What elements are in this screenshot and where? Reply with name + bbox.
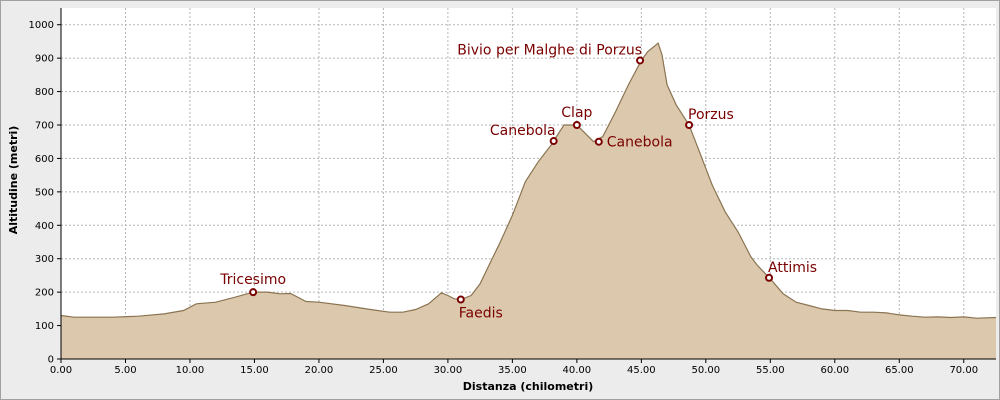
waypoint-marker bbox=[249, 288, 258, 297]
waypoint-label: Canebola bbox=[607, 135, 673, 151]
x-tick-label: 5.00 bbox=[114, 365, 136, 376]
waypoint-marker bbox=[685, 121, 694, 129]
waypoint-marker bbox=[765, 273, 774, 282]
waypoint-marker bbox=[549, 137, 558, 146]
x-tick-label: 30.00 bbox=[434, 365, 463, 376]
elevation-area bbox=[61, 43, 996, 359]
y-tick-label: 500 bbox=[35, 187, 54, 198]
waypoint-label: Canebola bbox=[490, 123, 556, 139]
x-tick-label: 60.00 bbox=[820, 365, 849, 376]
y-tick-label: 300 bbox=[35, 254, 54, 265]
y-tick-label: 100 bbox=[35, 321, 54, 332]
x-tick-label: 20.00 bbox=[305, 365, 334, 376]
y-tick-label: 900 bbox=[35, 54, 54, 65]
x-tick-label: 15.00 bbox=[240, 365, 269, 376]
y-tick-label: 200 bbox=[35, 288, 54, 299]
x-tick-label: 35.00 bbox=[498, 365, 527, 376]
waypoint-markers: Tricesimo Faedis Canebola Clap Canebola Bivio… bbox=[219, 42, 817, 321]
waypoint-marker bbox=[594, 137, 603, 146]
x-tick-label: 50.00 bbox=[692, 365, 721, 376]
x-tick-label: 10.00 bbox=[176, 365, 205, 376]
y-axis-title: Altitudine (metri) bbox=[7, 126, 20, 235]
y-tick-label: 0 bbox=[48, 355, 54, 366]
y-tick-label: 800 bbox=[35, 87, 54, 98]
y-tick-label: 600 bbox=[35, 154, 54, 165]
y-tick-label: 700 bbox=[35, 121, 54, 132]
x-tick-label: 40.00 bbox=[563, 365, 592, 376]
waypoint-label: Clap bbox=[561, 105, 592, 121]
waypoint-label: Porzus bbox=[688, 107, 734, 123]
x-tick-label: 70.00 bbox=[949, 365, 978, 376]
y-tick-label: 400 bbox=[35, 221, 54, 232]
waypoint-marker bbox=[636, 56, 645, 65]
x-tick-label: 45.00 bbox=[627, 365, 656, 376]
y-axis-ticks: 0 100 200 300 400 500 600 700 800 900 1000 bbox=[29, 20, 61, 366]
waypoint-label: Tricesimo bbox=[219, 272, 286, 288]
x-tick-label: 25.00 bbox=[369, 365, 398, 376]
y-tick-label: 1000 bbox=[29, 20, 54, 31]
x-tick-label: 0.00 bbox=[50, 365, 72, 376]
x-tick-label: 65.00 bbox=[885, 365, 914, 376]
waypoint-label: Attimis bbox=[768, 260, 817, 276]
waypoint-label: Faedis bbox=[459, 305, 503, 321]
axes bbox=[60, 8, 996, 360]
x-axis-ticks: 0.00 5.00 10.00 15.00 20.00 25.00 30.00 35.00 40… bbox=[50, 359, 978, 376]
x-axis-title: Distanza (chilometri) bbox=[463, 380, 594, 393]
waypoint-label: Bivio per Malghe di Porzus bbox=[457, 42, 642, 58]
waypoint-marker bbox=[572, 121, 581, 129]
waypoint-marker bbox=[456, 295, 465, 304]
x-tick-label: 55.00 bbox=[756, 365, 785, 376]
